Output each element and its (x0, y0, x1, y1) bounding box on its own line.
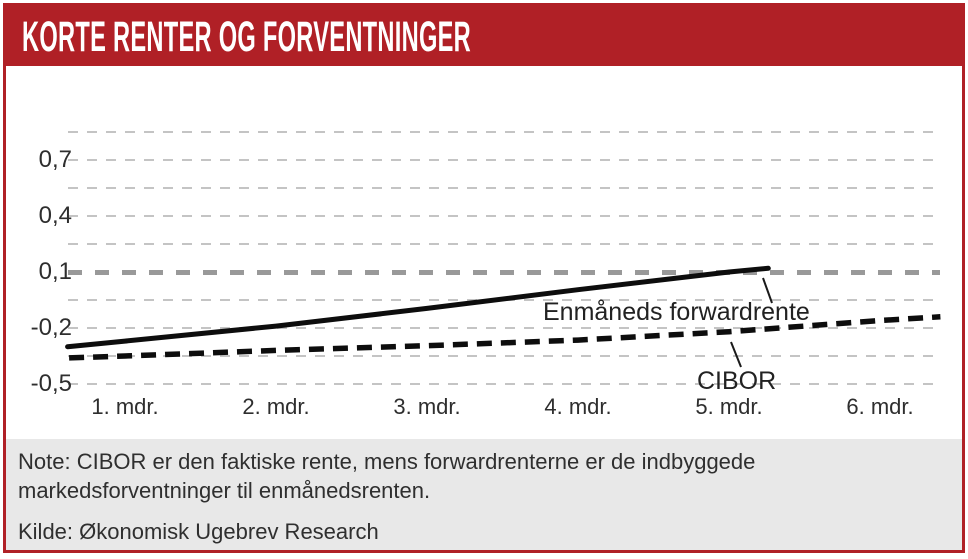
cibor-label: CIBOR (697, 367, 777, 395)
gridline (68, 243, 940, 245)
y-tick-label: -0,5 (30, 370, 72, 397)
chart-frame: KORTE RENTER OG FORVENTNINGER 0,7 0,4 0,1 -… (3, 3, 965, 553)
note-text: Note: CIBOR er den faktiske rente, mens … (18, 447, 950, 505)
x-tick-label: 5. mdr. (695, 394, 763, 419)
gridline (68, 383, 940, 385)
note-line-1: Note: CIBOR er den faktiske rente, mens … (18, 449, 756, 474)
plot-area: 0,7 0,4 0,1 -0,2 -0,5 1. mdr. 2. mdr. 3. mdr. 4… (6, 66, 962, 439)
gridline (68, 159, 940, 161)
source-text: Kilde: Økonomisk Ugebrev Research (18, 519, 379, 544)
x-tick-label: 4. mdr. (544, 394, 612, 419)
gridline (68, 215, 940, 217)
y-tick-label: -0,2 (30, 314, 72, 341)
x-tick-label: 6. mdr. (846, 394, 914, 419)
y-tick-label: 0,4 (38, 202, 72, 229)
x-tick-label: 3. mdr. (393, 394, 461, 419)
gridline (68, 355, 940, 357)
gridline (68, 131, 940, 133)
chart-title: KORTE RENTER OG FORVENTNINGER (22, 13, 472, 61)
y-tick-label: 0,7 (38, 146, 72, 173)
y-tick-label: 0,1 (38, 258, 72, 285)
x-tick-label: 2. mdr. (242, 394, 310, 419)
note-area: Note: CIBOR er den faktiske rente, mens … (6, 439, 962, 550)
gridline-emphasized (68, 270, 940, 275)
x-tick-label: 1. mdr. (91, 394, 159, 419)
note-line-2: markedsforventninger til enmånedsrenten. (18, 478, 431, 503)
forward-rate-label: Enmåneds forwardrente (543, 298, 810, 326)
gridline (68, 187, 940, 189)
chart-title-bar: KORTE RENTER OG FORVENTNINGER (6, 6, 962, 66)
gridline (68, 327, 940, 329)
